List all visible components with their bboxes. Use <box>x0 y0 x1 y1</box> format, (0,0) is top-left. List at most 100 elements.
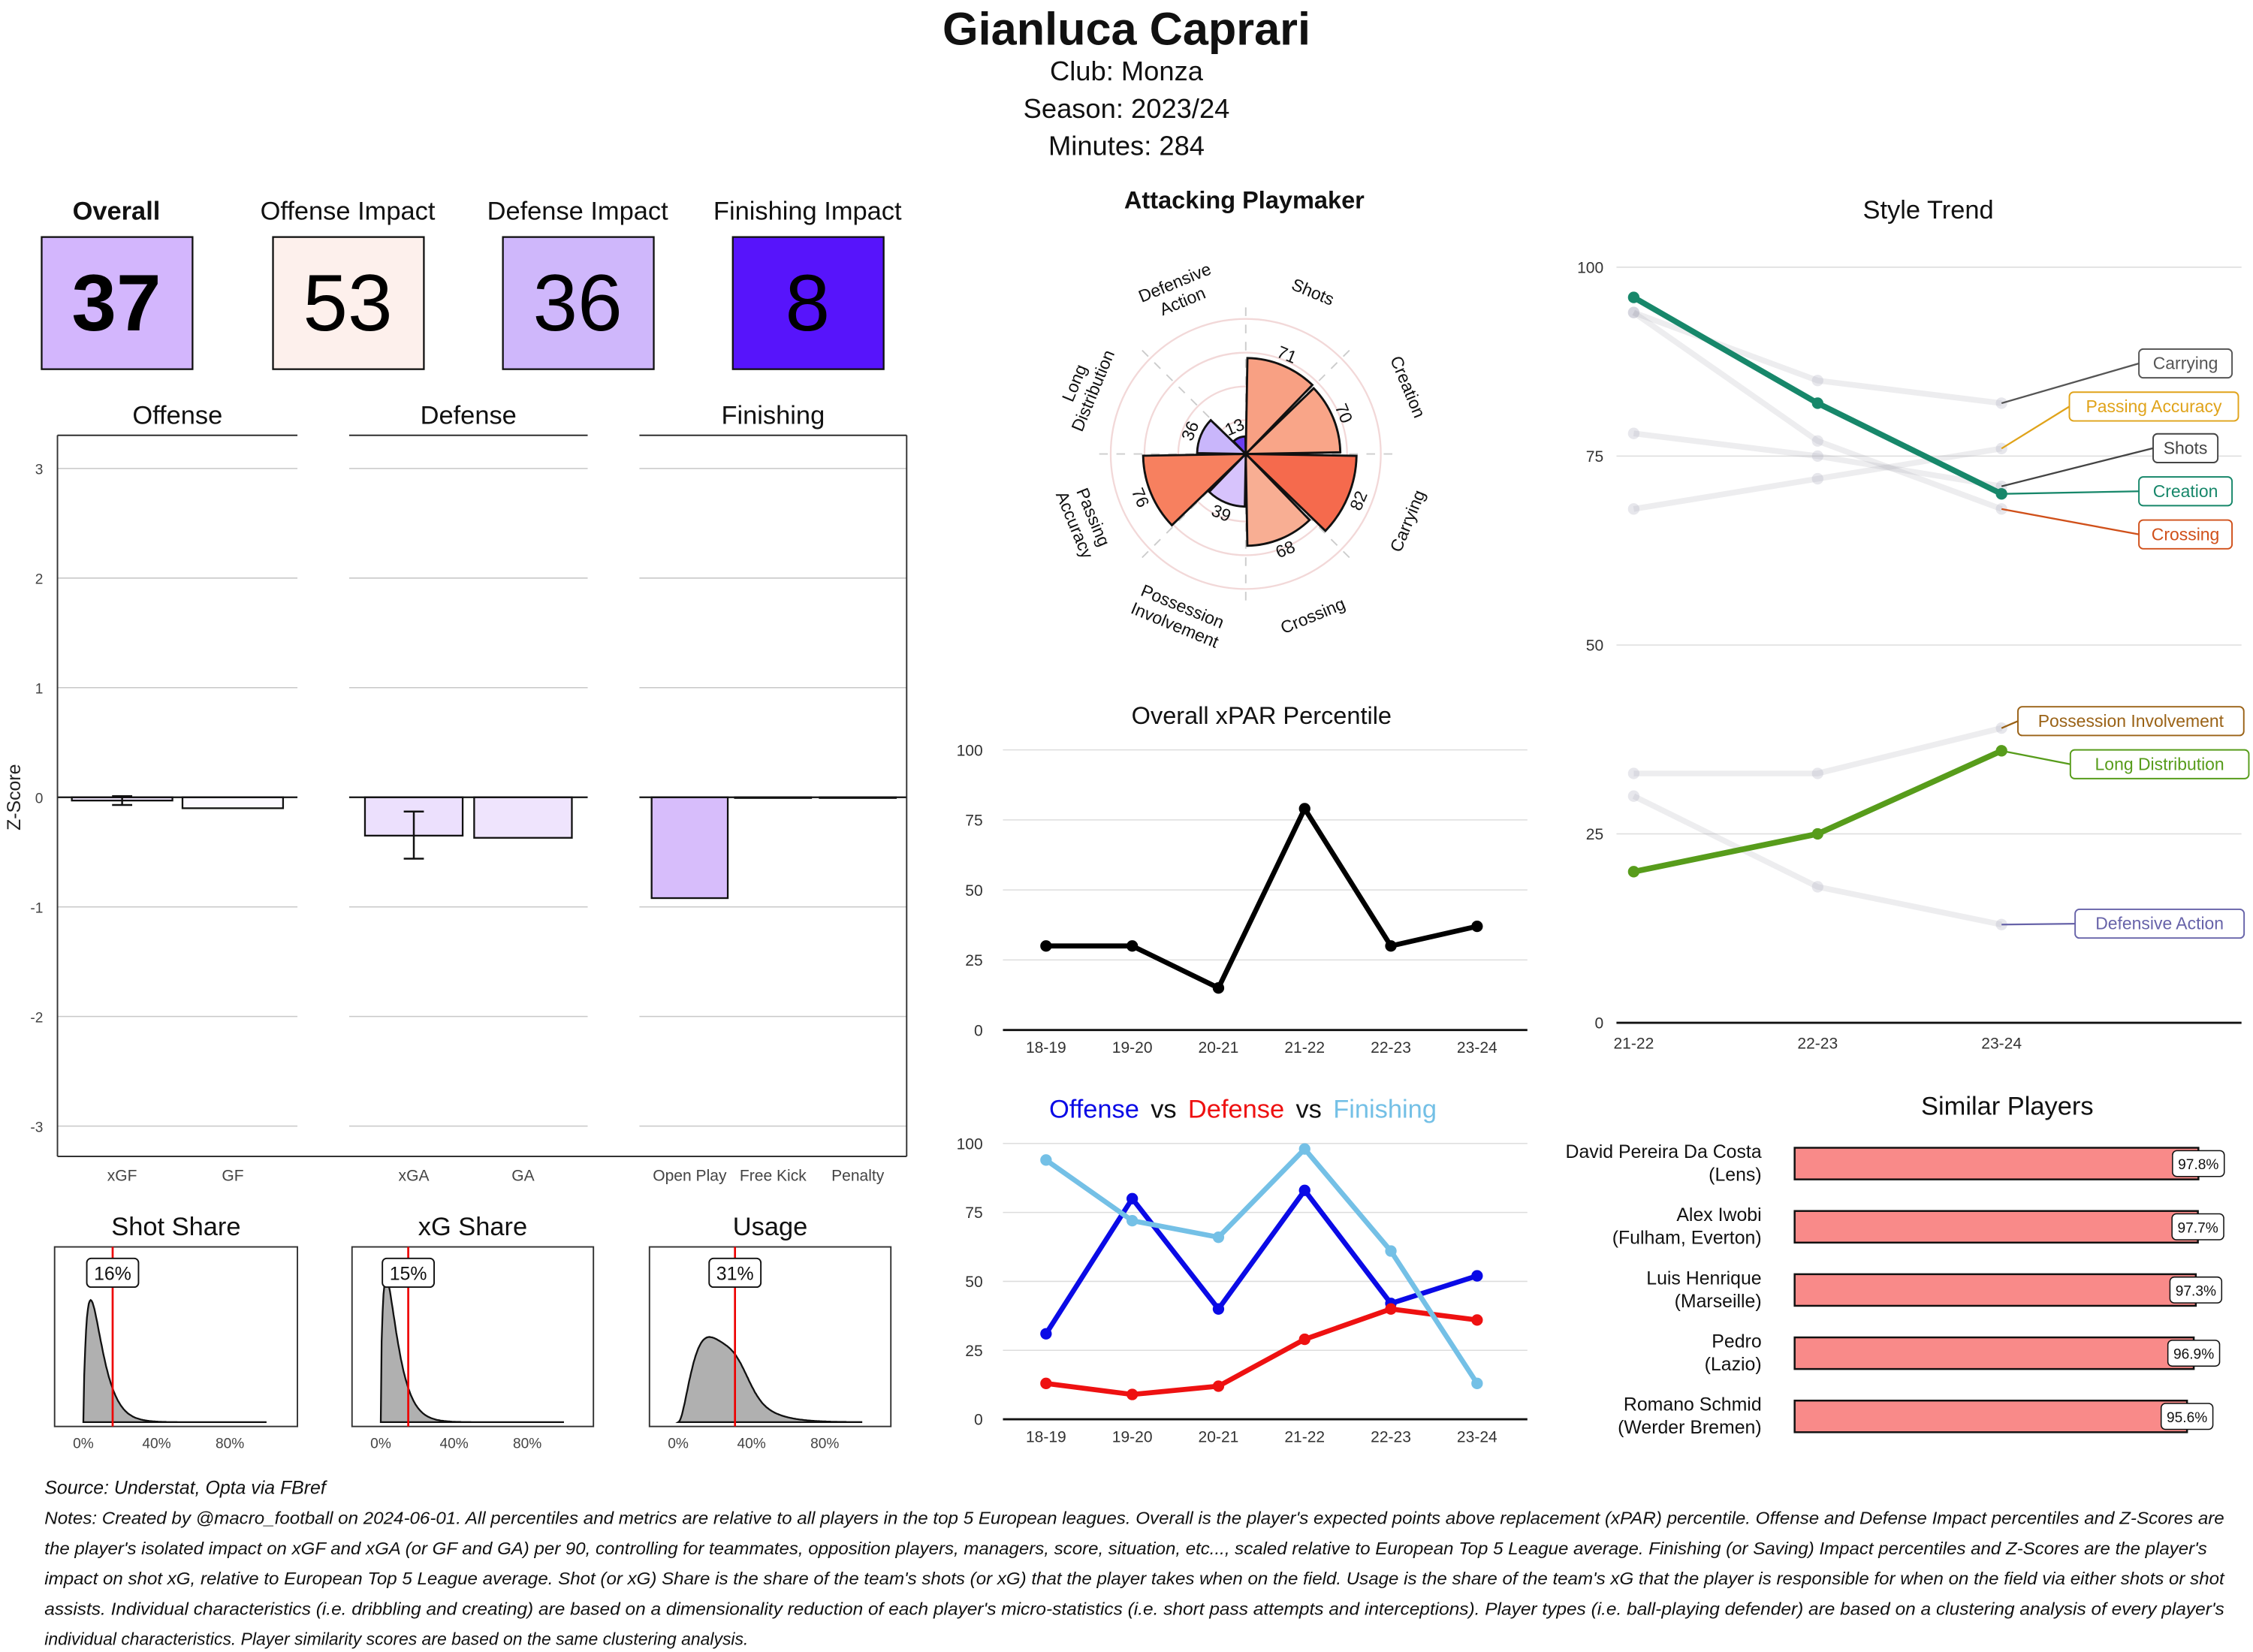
series-point-defense <box>1385 1303 1397 1315</box>
title-part-vs: vs <box>1295 1095 1321 1123</box>
xpar-point <box>1212 982 1225 994</box>
trend-point-creation <box>1627 291 1640 303</box>
x-tick-label: 21-22 <box>1284 1429 1325 1446</box>
player-value-label: 16% <box>94 1264 131 1285</box>
series-label-box <box>2138 348 2233 379</box>
similarity-bar <box>1793 1336 2195 1370</box>
series-point-offense <box>1126 1192 1139 1204</box>
series-label-box <box>2074 909 2245 939</box>
tile-box <box>731 236 885 370</box>
series-point-defense <box>1298 1333 1310 1346</box>
player-value-badge <box>708 1257 762 1289</box>
trend-point-long-distribution <box>1627 866 1640 878</box>
x-tick-label: 18-19 <box>1026 1429 1066 1446</box>
y-tick-label: 100 <box>957 742 983 759</box>
y-tick-label: 0 <box>974 1022 983 1039</box>
similarity-bar <box>1793 1147 2200 1180</box>
xpar-chart: Overall xPAR Percentile 0 25 50 75 100 18-19 19… <box>957 702 1528 1057</box>
polar-category-label: Carrying <box>1386 487 1429 555</box>
polar-category-label: Crossing <box>1277 593 1348 638</box>
trend-point-shots <box>1627 427 1640 439</box>
zscore-ytick: 1 <box>35 681 44 697</box>
similarity-bar <box>1793 1210 2199 1244</box>
panel-title: Shot Share <box>111 1213 240 1241</box>
series-point-defense <box>1212 1380 1225 1392</box>
series-point-finishing <box>1040 1154 1052 1166</box>
similarity-label: 95.6% <box>2167 1410 2207 1426</box>
x-tick-label: GF <box>222 1168 243 1185</box>
y-tick-label: 25 <box>1586 826 1603 843</box>
polar-gridring <box>1109 318 1382 590</box>
tile-label: Offense Impact <box>261 197 436 226</box>
xpar-point <box>1385 940 1397 952</box>
series-label-creation: Creation <box>2153 481 2218 501</box>
footer-source: Source: Understat, Opta via FBref <box>44 1478 328 1499</box>
season-label: Season: 2023/24 <box>1024 93 1230 124</box>
y-tick-label: 0 <box>974 1412 983 1429</box>
y-tick-label: 25 <box>965 1343 982 1360</box>
x-tick-label: 21-22 <box>1284 1039 1325 1057</box>
series-point-offense <box>1298 1184 1310 1196</box>
chart-title: Offense vs Defense vs Finishing <box>1049 1095 1437 1123</box>
similar-player-row: David Pereira Da Costa (Lens) 97.8% <box>1566 1141 2225 1186</box>
x-tick-label: 20-21 <box>1199 1429 1239 1446</box>
y-tick-label: 50 <box>1586 638 1603 655</box>
polar-gridring <box>1177 385 1314 523</box>
trend-line-shots <box>1633 430 2002 490</box>
player-name-title: Gianluca Caprari <box>943 3 1310 54</box>
footer-note-line: the player's isolated impact on xGF and … <box>44 1539 2206 1558</box>
y-tick-label: 50 <box>965 1274 982 1291</box>
tile-box <box>272 236 425 370</box>
zscore-ytick: 2 <box>35 571 44 587</box>
series-label-box <box>2069 749 2250 779</box>
series-line-finishing <box>1044 1145 1479 1385</box>
error-bar <box>403 810 424 860</box>
zscore-axis-label: Z-Score <box>4 764 25 831</box>
style-trend-chart: Style Trend 0 25 50 75 100 21-22 22-23 23-24 Carr… <box>1577 196 2250 1053</box>
chart-title: Attacking Playmaker <box>1124 186 1365 213</box>
series-label-box <box>2152 433 2219 463</box>
x-tick-label: Penalty <box>831 1168 885 1185</box>
tile-value: 36 <box>533 258 623 348</box>
panel-title: Usage <box>733 1213 808 1241</box>
trend-point-carrying <box>1627 306 1640 318</box>
chart-title: Similar Players <box>1921 1093 2094 1121</box>
polar-bar <box>1244 451 1311 547</box>
player-name: Luis Henrique <box>1646 1268 1761 1289</box>
xpar-line <box>1045 803 1478 992</box>
trend-line-possession-involvement <box>1633 725 2003 776</box>
title-part-defense: Defense <box>1188 1095 1284 1123</box>
x-tick-label: 19-20 <box>1112 1429 1153 1446</box>
x-tick-label: GA <box>511 1168 534 1185</box>
x-tick-label: Free Kick <box>740 1168 807 1185</box>
player-value-badge <box>86 1257 140 1289</box>
chart-title: Overall xPAR Percentile <box>1132 702 1392 729</box>
distribution-panel-usage: Usage 31% 0% 40% 80% <box>648 1213 892 1452</box>
series-label-box <box>2138 519 2233 550</box>
polar-bar <box>1232 435 1247 457</box>
zscore-panel-offense: Offense xGF GF <box>57 401 298 1185</box>
similarity-badge <box>2169 1276 2223 1304</box>
similarity-label: 96.9% <box>2173 1347 2214 1363</box>
x-tick-label: 22-23 <box>1371 1039 1411 1057</box>
tile-value: 53 <box>303 258 392 348</box>
x-tick-label: xGA <box>399 1168 430 1185</box>
similarity-badge <box>2167 1340 2221 1367</box>
zscore-panel-defense: Defense xGA GA <box>348 401 588 1185</box>
panel-frame <box>648 1246 892 1427</box>
x-tick-label: 19-20 <box>1112 1039 1153 1057</box>
trend-point-creation <box>1811 397 1823 409</box>
y-tick-label: 25 <box>965 952 982 969</box>
x-tick-label: 0% <box>73 1436 94 1452</box>
series-label-shots: Shots <box>2164 439 2208 458</box>
distribution-panel-xg-share: xG Share 15% 0% 40% 80% <box>351 1213 595 1452</box>
distribution-panel-shot-share: Shot Share 16% 0% 40% 80% <box>53 1213 299 1452</box>
similarity-badge <box>2172 1150 2225 1177</box>
trend-point-carrying <box>1811 375 1823 387</box>
footer-notes: Notes: Created by @macro_football on 202… <box>44 1509 2225 1649</box>
x-tick-label: 0% <box>668 1436 689 1452</box>
xpar-point <box>1126 940 1139 952</box>
minutes-label: Minutes: 284 <box>1048 131 1205 161</box>
polar-bar <box>1243 453 1358 532</box>
trend-line-passing-accuracy <box>1633 445 2002 512</box>
